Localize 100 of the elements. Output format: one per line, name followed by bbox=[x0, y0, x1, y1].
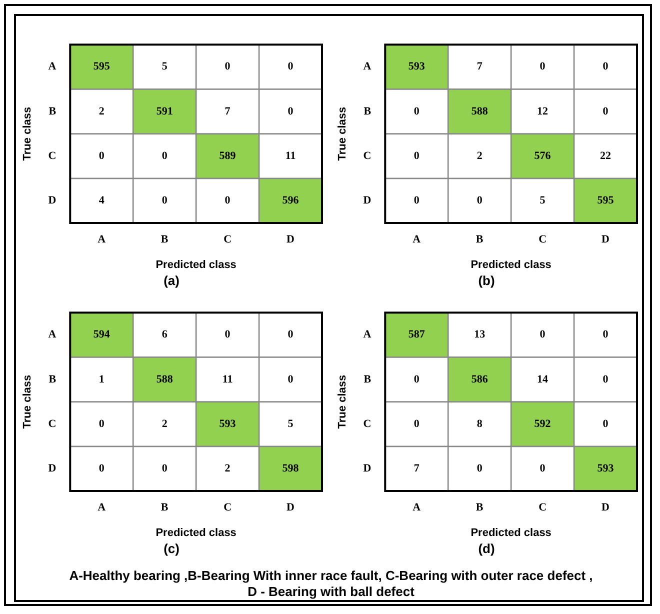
data-label: 587 bbox=[408, 328, 426, 341]
data-label: 0 bbox=[288, 60, 294, 73]
data-label: 0 bbox=[414, 373, 420, 386]
x-tick-label: C bbox=[224, 233, 232, 246]
data-label: 0 bbox=[602, 328, 609, 341]
x-tick-label: A bbox=[98, 233, 106, 246]
data-label: 5 bbox=[162, 60, 168, 73]
y-axis-title: True class bbox=[22, 374, 34, 429]
data-label: 11 bbox=[285, 150, 296, 162]
data-label: 14 bbox=[537, 373, 549, 386]
y-tick-label: B bbox=[364, 373, 372, 386]
x-tick-label: B bbox=[160, 233, 169, 246]
data-label: 0 bbox=[224, 194, 231, 207]
data-label: 0 bbox=[602, 373, 609, 386]
x-tick-label: B bbox=[476, 501, 484, 514]
y-tick-label: B bbox=[48, 105, 57, 118]
y-tick-label: B bbox=[364, 105, 372, 118]
x-tick-label: A bbox=[412, 233, 421, 246]
y-axis-title: True class bbox=[336, 374, 349, 429]
data-label: 0 bbox=[288, 328, 294, 341]
data-label: 0 bbox=[224, 328, 231, 341]
y-tick-label: A bbox=[363, 328, 372, 341]
y-tick-label: D bbox=[48, 194, 56, 207]
x-tick-label: D bbox=[602, 501, 610, 514]
data-label: 595 bbox=[93, 60, 110, 73]
data-label: 591 bbox=[156, 105, 173, 118]
data-label: 588 bbox=[156, 373, 174, 386]
data-label: 0 bbox=[162, 194, 168, 207]
data-label: 592 bbox=[534, 418, 552, 430]
data-label: 0 bbox=[224, 60, 231, 73]
data-label: 0 bbox=[98, 150, 105, 162]
y-tick-label: D bbox=[363, 462, 372, 475]
data-label: 0 bbox=[98, 418, 105, 430]
x-axis-title: Predicted class bbox=[470, 258, 552, 271]
data-label: 0 bbox=[540, 328, 546, 341]
text: (c) bbox=[164, 540, 180, 556]
data-label: 1 bbox=[98, 373, 104, 386]
data-label: 13 bbox=[474, 328, 486, 341]
data-label: 586 bbox=[471, 373, 488, 386]
data-label: 4 bbox=[98, 194, 105, 207]
data-label: 2 bbox=[98, 105, 105, 118]
data-label: 596 bbox=[282, 194, 300, 207]
y-tick-label: A bbox=[48, 60, 56, 73]
data-label: 593 bbox=[597, 462, 614, 475]
data-label: 0 bbox=[162, 150, 168, 162]
text: (d) bbox=[478, 540, 495, 556]
x-axis-title: Predicted class bbox=[470, 526, 552, 539]
data-label: 12 bbox=[537, 105, 549, 118]
x-tick-label: D bbox=[286, 233, 295, 246]
data-label: 11 bbox=[222, 373, 233, 386]
data-label: 5 bbox=[540, 194, 546, 207]
y-tick-label: C bbox=[363, 150, 372, 162]
x-tick-label: C bbox=[538, 233, 547, 246]
y-tick-label: C bbox=[48, 418, 56, 430]
data-label: 22 bbox=[600, 150, 612, 162]
data-label: 0 bbox=[98, 462, 105, 475]
data-label: 593 bbox=[408, 60, 426, 73]
data-label: 0 bbox=[476, 194, 483, 207]
data-label: 0 bbox=[414, 418, 420, 430]
data-label: 2 bbox=[224, 462, 231, 475]
x-tick-label: A bbox=[98, 501, 106, 514]
data-label: 0 bbox=[602, 105, 609, 118]
data-label: 0 bbox=[540, 462, 546, 475]
text: (a) bbox=[164, 272, 180, 288]
data-label: 7 bbox=[414, 462, 420, 475]
data-label: 0 bbox=[414, 194, 420, 207]
data-label: 6 bbox=[162, 328, 168, 341]
x-axis-title: Predicted class bbox=[156, 526, 236, 539]
text: A-Healthy bearing ,B-Bearing With inner race fault, C-Bearing with outer race defect , D - Bearing with ball defect bbox=[68, 568, 594, 600]
data-label: 0 bbox=[602, 418, 609, 430]
data-label: 589 bbox=[219, 150, 236, 162]
data-label: 7 bbox=[476, 60, 483, 73]
text: (b) bbox=[478, 272, 495, 288]
data-label: 0 bbox=[476, 462, 483, 475]
y-tick-label: C bbox=[363, 418, 372, 430]
y-axis-title: True class bbox=[336, 106, 349, 161]
y-tick-label: D bbox=[48, 462, 56, 475]
data-label: 0 bbox=[602, 60, 609, 73]
x-tick-label: B bbox=[476, 233, 484, 246]
x-axis-title: Predicted class bbox=[156, 258, 236, 271]
y-tick-label: A bbox=[363, 60, 372, 73]
data-label: 2 bbox=[476, 150, 483, 162]
data-label: 0 bbox=[288, 373, 294, 386]
y-tick-label: A bbox=[48, 328, 56, 341]
x-tick-label: B bbox=[160, 501, 169, 514]
data-label: 0 bbox=[540, 60, 546, 73]
data-label: 2 bbox=[162, 418, 168, 430]
data-label: 594 bbox=[93, 328, 110, 341]
data-label: 7 bbox=[224, 105, 231, 118]
y-tick-label: C bbox=[48, 150, 56, 162]
x-tick-label: A bbox=[412, 501, 421, 514]
data-label: 588 bbox=[471, 105, 488, 118]
data-label: 576 bbox=[534, 150, 552, 162]
y-tick-label: D bbox=[363, 194, 372, 207]
y-tick-label: B bbox=[48, 373, 57, 386]
data-label: 0 bbox=[162, 462, 168, 475]
x-tick-label: C bbox=[538, 501, 547, 514]
x-tick-label: C bbox=[224, 501, 232, 514]
data-label: 595 bbox=[597, 194, 614, 207]
data-label: 598 bbox=[282, 462, 300, 475]
